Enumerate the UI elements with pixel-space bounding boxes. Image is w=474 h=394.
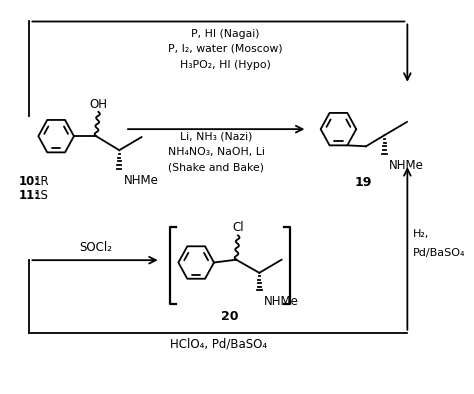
Text: 1R: 1R (34, 175, 49, 188)
Text: NHMe: NHMe (264, 295, 299, 308)
Text: H₂,: H₂, (413, 229, 429, 240)
Text: 11:: 11: (18, 189, 39, 202)
Text: P, HI (Nagai): P, HI (Nagai) (191, 28, 259, 39)
Text: H₃PO₂, HI (Hypo): H₃PO₂, HI (Hypo) (180, 60, 271, 70)
Text: P, I₂, water (Moscow): P, I₂, water (Moscow) (168, 44, 283, 54)
Text: 10:: 10: (18, 175, 39, 188)
Text: (Shake and Bake): (Shake and Bake) (168, 162, 264, 172)
Text: OH: OH (90, 98, 108, 111)
Text: NH₄NO₃, NaOH, Li: NH₄NO₃, NaOH, Li (168, 147, 264, 157)
Text: SOCl₂: SOCl₂ (79, 241, 112, 254)
Text: 19: 19 (354, 176, 372, 189)
Text: NHMe: NHMe (389, 159, 424, 172)
Text: Pd/BaSO₄: Pd/BaSO₄ (413, 248, 465, 258)
Text: Li, NH₃ (Nazi): Li, NH₃ (Nazi) (180, 132, 252, 141)
Text: NHMe: NHMe (124, 174, 159, 187)
Text: 20: 20 (221, 310, 239, 323)
Text: Cl: Cl (232, 221, 244, 234)
Text: HClO₄, Pd/BaSO₄: HClO₄, Pd/BaSO₄ (170, 338, 267, 351)
Text: 1S: 1S (34, 189, 49, 202)
